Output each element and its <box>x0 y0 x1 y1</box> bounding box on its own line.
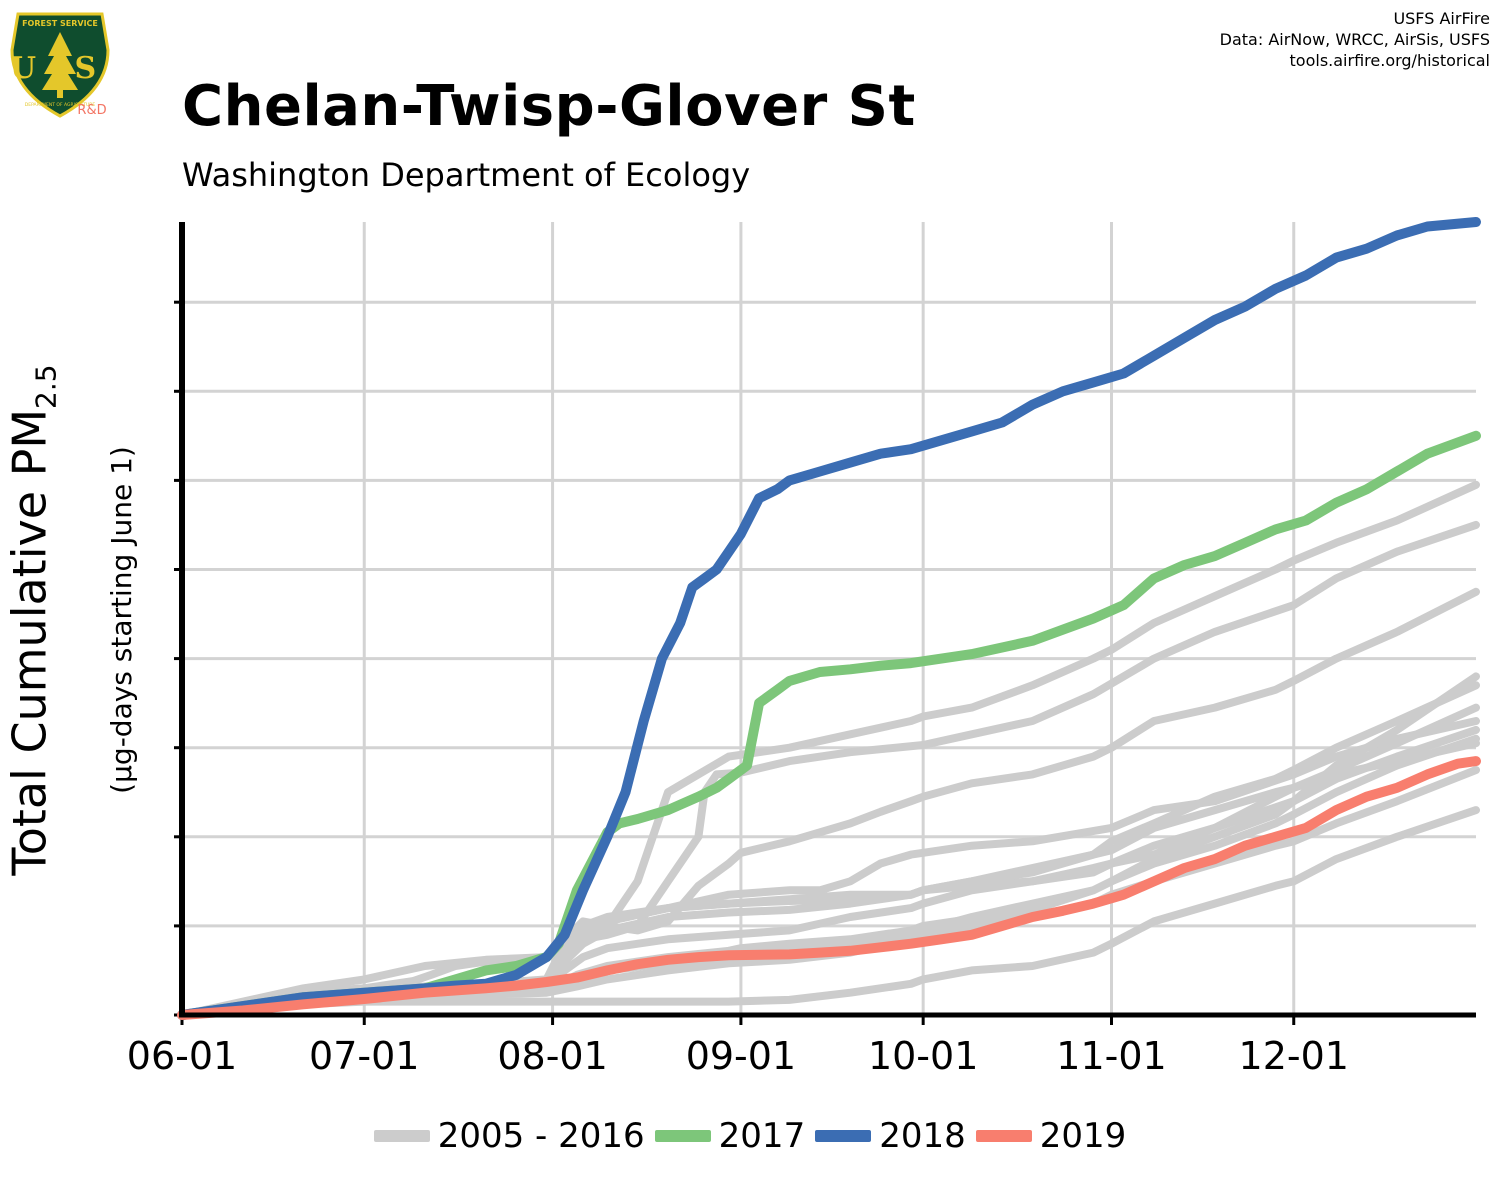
legend-item: 2019 <box>975 1116 1127 1156</box>
series-line-2019 <box>177 756 1481 1020</box>
x-tick-label: 11-01 <box>1056 1034 1166 1078</box>
credits-line-1: USFS AirFire <box>1393 9 1490 28</box>
credits: USFS AirFire Data: AirNow, WRCC, AirSis,… <box>1220 8 1490 71</box>
x-tick-label: 12-01 <box>1239 1034 1349 1078</box>
legend-item: 2005 - 2016 <box>373 1116 645 1156</box>
usfs-logo: FOREST SERVICE U S DEPARTMENT OF AGRICUL… <box>10 12 110 118</box>
historical-series-line <box>178 739 1480 1019</box>
chart-title: Chelan-Twisp-Glover St <box>182 74 916 139</box>
legend-item: 2017 <box>654 1116 806 1156</box>
historical-series-line <box>178 681 1480 1019</box>
x-tick-label: 10-01 <box>868 1034 978 1078</box>
historical-series-line <box>178 806 1480 1019</box>
legend-swatch <box>975 1130 1032 1142</box>
chart-legend: 2005 - 2016 2017 2018 2019 <box>0 1112 1500 1160</box>
x-tick-label: 07-01 <box>309 1034 419 1078</box>
historical-series-line <box>178 480 1480 1019</box>
credits-line-2: Data: AirNow, WRCC, AirSis, USFS <box>1219 30 1490 49</box>
logo-tag: R&D <box>77 103 106 118</box>
legend-swatch <box>654 1130 711 1142</box>
legend-label: 2018 <box>879 1116 966 1156</box>
legend-label: 2019 <box>1039 1116 1127 1156</box>
x-tick-label: 08-01 <box>497 1034 607 1078</box>
legend-item: 2018 <box>815 1116 966 1156</box>
series-line-2018 <box>177 217 1481 1020</box>
x-tick-label: 06-01 <box>127 1034 237 1078</box>
logo-center-text: U S <box>10 51 110 86</box>
legend-swatch <box>815 1130 872 1142</box>
legend-swatch <box>373 1130 430 1142</box>
logo-top-text: FOREST SERVICE <box>22 19 98 28</box>
series-line-2017 <box>177 430 1481 1020</box>
chart-subtitle: Washington Department of Ecology <box>182 156 751 194</box>
logo-tree-trunk <box>57 90 63 98</box>
x-tick-label: 09-01 <box>686 1034 796 1078</box>
legend-label: 2005 - 2016 <box>437 1116 645 1156</box>
historical-series-line <box>178 717 1480 1019</box>
legend-label: 2017 <box>718 1116 806 1156</box>
logo-tree-icon <box>42 32 78 90</box>
logo-bottom-text: DEPARTMENT OF AGRICULTURE <box>25 102 96 108</box>
credits-line-3: tools.airfire.org/historical <box>1289 51 1490 70</box>
